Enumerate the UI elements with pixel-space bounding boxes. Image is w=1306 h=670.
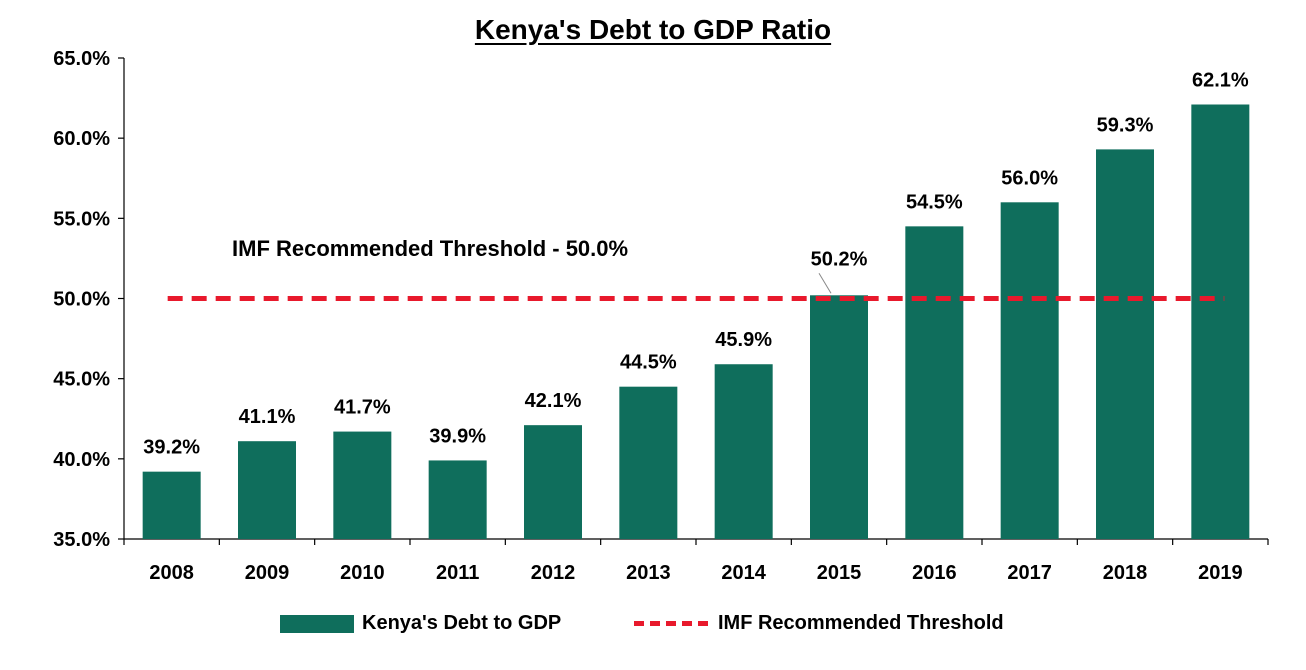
x-tick-label: 2015 <box>817 562 862 584</box>
data-label-2014: 45.9% <box>715 329 772 351</box>
bar-2017 <box>1000 202 1059 540</box>
data-label-2011: 39.9% <box>429 425 486 447</box>
x-tick-label: 2010 <box>340 562 385 584</box>
bar-2010 <box>333 431 392 539</box>
x-tick-label: 2012 <box>531 562 576 584</box>
y-tick-label: 45.0% <box>53 369 110 391</box>
bar-2012 <box>524 425 582 539</box>
x-tick-label: 2014 <box>721 562 766 584</box>
legend-item-threshold: IMF Recommended Threshold <box>634 612 1004 635</box>
x-tick-label: 2011 <box>436 562 479 584</box>
y-tick-label: 40.0% <box>53 449 110 471</box>
bar-2018 <box>1096 149 1154 539</box>
data-label-2013: 44.5% <box>620 352 677 374</box>
bar-2015 <box>810 295 868 539</box>
data-label-2016: 54.5% <box>906 191 963 213</box>
x-tick-label: 2009 <box>245 562 290 584</box>
data-label-2018: 59.3% <box>1097 114 1154 136</box>
x-tick-label: 2016 <box>912 562 957 584</box>
legend-label-threshold: IMF Recommended Threshold <box>718 612 1004 634</box>
x-tick-label: 2019 <box>1198 562 1243 584</box>
data-label-2019: 62.1% <box>1192 69 1249 91</box>
y-tick-label: 55.0% <box>53 208 110 230</box>
x-tick-label: 2017 <box>1007 562 1052 584</box>
bar-2008 <box>142 471 201 539</box>
bar-2013 <box>619 386 678 539</box>
bar-2011 <box>428 460 487 539</box>
data-label-2017: 56.0% <box>1001 167 1058 189</box>
x-tick-label: 2008 <box>149 562 194 584</box>
data-label-2008: 39.2% <box>143 437 200 459</box>
legend: Kenya's Debt to GDP IMF Recommended Thre… <box>0 612 1306 644</box>
data-label-2012: 42.1% <box>525 390 582 412</box>
data-label-2009: 41.1% <box>239 406 296 428</box>
legend-swatch-dashed-line <box>634 621 708 626</box>
y-tick-label: 50.0% <box>53 289 110 311</box>
chart-title: Kenya's Debt to GDP Ratio <box>474 14 832 45</box>
bar-2014 <box>714 364 773 539</box>
y-tick-label: 65.0% <box>53 48 110 70</box>
bar-2016 <box>905 226 964 539</box>
legend-swatch-bar <box>280 614 354 633</box>
y-tick-label: 35.0% <box>53 529 110 551</box>
data-label-2015: 50.2% <box>811 248 868 270</box>
legend-item-debt: Kenya's Debt to GDP <box>280 612 561 635</box>
threshold-annotation: IMF Recommended Threshold - 50.0% <box>232 236 628 261</box>
bar-2019 <box>1191 104 1250 539</box>
x-tick-label: 2013 <box>626 562 671 584</box>
y-tick-label: 60.0% <box>53 128 110 150</box>
bar-chart: 35.0% 40.0% 45.0% 50.0% 55.0% 60.0% 65.0% 2008 2… <box>53 48 1269 584</box>
legend-label-debt: Kenya's Debt to GDP <box>362 612 562 634</box>
bar-2009 <box>238 441 296 539</box>
data-label-leader-line <box>818 273 832 294</box>
x-tick-label: 2018 <box>1103 562 1148 584</box>
data-label-2010: 41.7% <box>334 397 391 419</box>
